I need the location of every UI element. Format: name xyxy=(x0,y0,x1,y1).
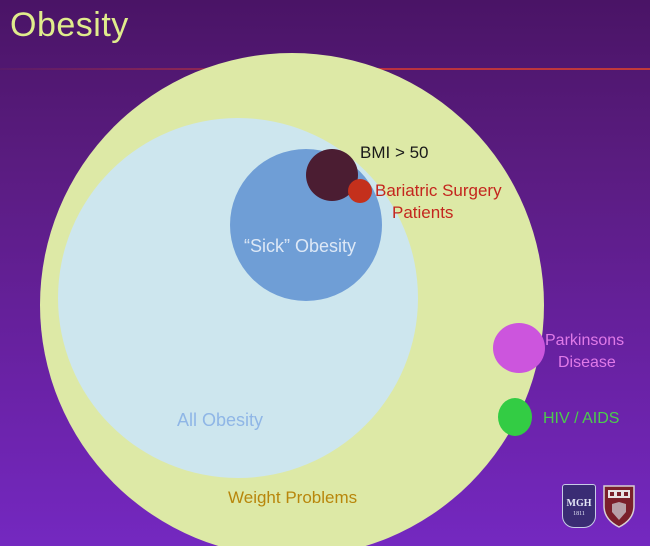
parkinsons-disease-circle xyxy=(493,323,545,373)
hiv-aids-label: HIV / AIDS xyxy=(543,410,620,427)
all-obesity-label: All Obesity xyxy=(177,410,264,430)
parkinsons-disease-label: Parkinsons Disease xyxy=(545,330,624,373)
weight-problems-label: Weight Problems xyxy=(228,488,358,507)
sick-obesity-circle xyxy=(230,149,382,301)
hiv-aids-circle xyxy=(498,398,532,436)
harvard-shield-logo xyxy=(603,485,635,528)
parkinsons-label-line-2: Disease xyxy=(558,353,616,371)
mgh-logo: MGH 1811 xyxy=(562,484,596,528)
mgh-logo-year: 1811 xyxy=(573,511,585,517)
bariatric-surgery-circle xyxy=(348,179,372,203)
bmi-over-50-circle xyxy=(306,149,358,201)
bariatric-label-line-2: Patients xyxy=(392,203,454,223)
bariatric-label-line-1: Bariatric Surgery xyxy=(375,181,502,200)
mgh-logo-text: MGH xyxy=(566,498,592,509)
parkinsons-label-line-1: Parkinsons xyxy=(545,332,625,349)
slide-title: Obesity xyxy=(10,6,129,44)
bmi-over-50-label: BMI > 50 xyxy=(360,143,429,162)
bariatric-surgery-label: Bariatric Surgery Patients xyxy=(375,180,502,224)
sick-obesity-label: “Sick” Obesity xyxy=(244,236,357,256)
